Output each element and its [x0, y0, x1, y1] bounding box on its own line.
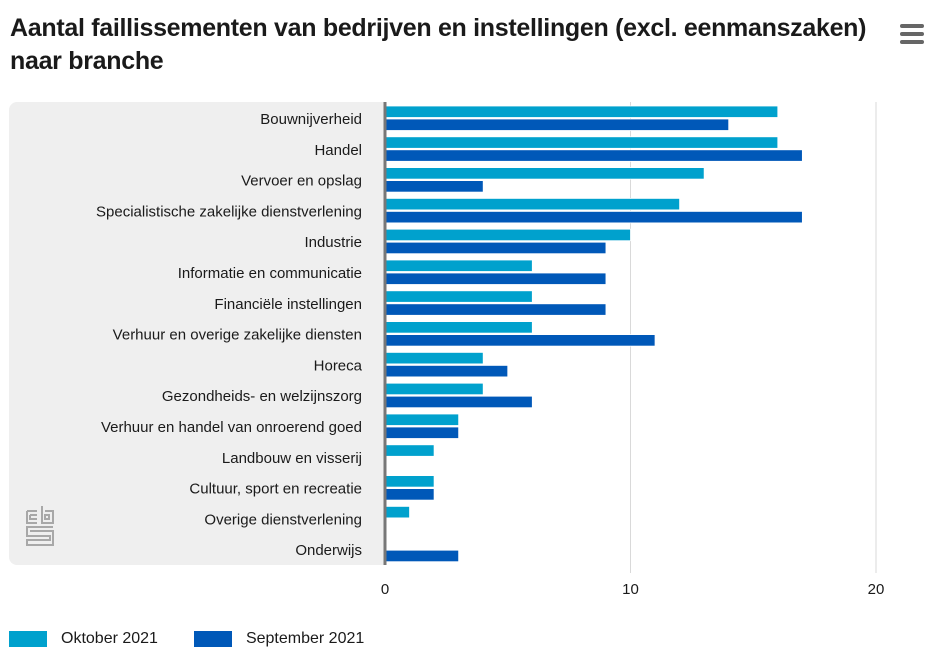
bar-september[interactable]: [384, 395, 533, 409]
legend-label-september: September 2021: [245, 630, 365, 647]
bar-oktober[interactable]: [384, 444, 435, 457]
x-tick-label: 20: [868, 581, 885, 598]
legend: Oktober 2021 September 2021: [9, 630, 400, 648]
bar-oktober[interactable]: [384, 505, 410, 519]
hamburger-menu-icon: [900, 24, 924, 28]
legend-swatch-oktober: [9, 631, 47, 647]
bar-september[interactable]: [384, 272, 607, 285]
category-label: Verhuur en overige zakelijke diensten: [113, 327, 362, 344]
bar-oktober[interactable]: [384, 413, 460, 426]
category-label: Gezondheids- en welzijnszorg: [162, 388, 362, 405]
bar-september[interactable]: [384, 303, 607, 316]
bar-september[interactable]: [384, 180, 484, 193]
hamburger-menu-icon-bar: [900, 40, 924, 44]
bar-oktober[interactable]: [384, 290, 533, 303]
category-label: Landbouw en visserij: [222, 450, 362, 467]
legend-item-september[interactable]: September 2021: [193, 630, 365, 648]
category-label: Informatie en communicatie: [178, 265, 362, 282]
bar-september[interactable]: [384, 488, 435, 501]
category-label: Financiële instellingen: [214, 296, 362, 313]
category-label: Vervoer en opslag: [241, 173, 362, 190]
bar-oktober[interactable]: [384, 321, 533, 334]
category-label: Industrie: [304, 234, 362, 251]
bar-oktober[interactable]: [384, 351, 484, 365]
bar-oktober[interactable]: [384, 475, 435, 488]
category-label: Overige dienstverlening: [204, 511, 362, 528]
category-label: Specialistische zakelijke dienstverlenin…: [96, 203, 362, 220]
category-label: Verhuur en handel van onroerend goed: [101, 419, 362, 436]
bar-september[interactable]: [384, 241, 607, 255]
bar-oktober[interactable]: [384, 228, 631, 242]
bar-oktober[interactable]: [384, 382, 484, 396]
bar-oktober[interactable]: [384, 197, 681, 211]
x-tick-label: 0: [381, 581, 389, 598]
hamburger-menu-icon-bar: [900, 32, 924, 36]
bar-september[interactable]: [384, 364, 509, 378]
legend-item-oktober[interactable]: Oktober 2021: [9, 630, 158, 648]
category-label: Horeca: [314, 357, 363, 374]
bar-september[interactable]: [384, 549, 460, 563]
bar-september[interactable]: [384, 118, 730, 131]
category-label-panel: [9, 102, 385, 565]
chart-title: Aantal faillissementen van bedrijven en …: [10, 14, 867, 75]
bar-september[interactable]: [384, 149, 803, 162]
bar-oktober[interactable]: [384, 105, 779, 118]
bar-oktober[interactable]: [384, 136, 779, 149]
bar-oktober[interactable]: [384, 259, 533, 272]
chart-menu-button[interactable]: [898, 22, 926, 48]
category-label: Handel: [314, 142, 362, 159]
cbs-logo-icon: [26, 506, 54, 546]
category-label: Onderwijs: [295, 542, 362, 559]
x-tick-label: 10: [622, 581, 639, 598]
legend-label-oktober: Oktober 2021: [61, 630, 158, 647]
category-label: Bouwnijverheid: [260, 111, 362, 128]
category-label: Cultuur, sport en recreatie: [189, 481, 362, 498]
legend-swatch-september: [193, 631, 232, 647]
bar-september[interactable]: [384, 334, 656, 347]
bar-oktober[interactable]: [384, 167, 705, 180]
bar-september[interactable]: [384, 210, 803, 224]
bar-september[interactable]: [384, 426, 460, 439]
